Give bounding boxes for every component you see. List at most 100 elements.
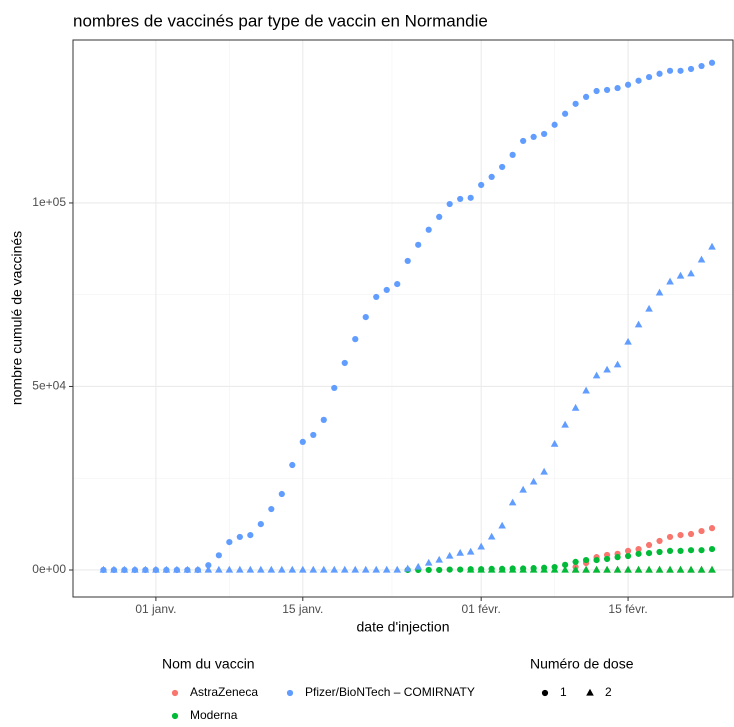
legend-key	[286, 689, 294, 697]
point	[624, 552, 632, 560]
point	[572, 100, 579, 107]
point	[698, 527, 705, 535]
point	[373, 293, 380, 301]
point	[676, 565, 685, 573]
point	[603, 365, 611, 373]
point	[299, 438, 306, 445]
point	[298, 565, 307, 573]
point	[593, 556, 600, 564]
point	[456, 548, 464, 556]
point	[571, 565, 580, 573]
legend-key	[171, 689, 179, 697]
point	[698, 62, 705, 70]
point	[404, 257, 411, 265]
point	[656, 70, 663, 77]
legend-label: 2	[605, 685, 612, 699]
point	[457, 195, 464, 203]
point	[424, 558, 433, 566]
point	[645, 541, 653, 549]
point	[634, 320, 643, 328]
point	[561, 565, 569, 573]
point	[278, 565, 286, 573]
point	[488, 173, 495, 181]
point	[457, 566, 464, 573]
legend-key	[541, 689, 549, 697]
point	[141, 565, 150, 573]
point	[708, 59, 716, 66]
color-legend-title: Nom du vaccin	[162, 656, 255, 672]
x-tick-label: 01 janv.	[135, 602, 176, 616]
x-tick-label: 15 févr.	[608, 602, 647, 616]
point	[508, 498, 517, 506]
point	[592, 565, 601, 573]
point	[624, 547, 632, 555]
point	[603, 565, 611, 573]
point	[394, 280, 401, 288]
point	[246, 565, 255, 573]
point	[435, 555, 444, 563]
point	[634, 565, 643, 573]
point	[645, 565, 653, 573]
point	[257, 565, 265, 573]
shape-legend-title: Numéro de dose	[530, 656, 634, 672]
point	[289, 461, 296, 469]
point	[393, 565, 402, 573]
point	[676, 271, 685, 279]
point	[635, 545, 642, 553]
point	[226, 538, 233, 546]
point	[330, 565, 339, 573]
point	[352, 336, 359, 343]
point	[487, 565, 496, 573]
point	[403, 564, 412, 572]
point	[278, 490, 285, 498]
point	[624, 81, 632, 88]
point	[415, 241, 422, 248]
point	[656, 548, 663, 556]
point	[340, 565, 349, 573]
point	[592, 371, 601, 379]
point	[541, 130, 548, 138]
point	[697, 255, 706, 263]
point	[614, 554, 621, 561]
legend-label: AstraZeneca	[190, 685, 258, 699]
point	[478, 181, 485, 189]
point	[656, 537, 663, 545]
point	[666, 547, 674, 555]
point	[583, 556, 590, 564]
y-tick-label: 1e+05	[32, 195, 66, 209]
chart-title: nombres de vaccinés par type de vaccin e…	[73, 11, 488, 30]
point	[687, 547, 695, 554]
point	[677, 67, 684, 74]
point	[571, 403, 580, 411]
point	[550, 439, 559, 447]
point	[677, 547, 684, 555]
point	[436, 213, 443, 221]
point	[635, 550, 642, 557]
point	[687, 269, 695, 277]
point	[666, 67, 674, 74]
point	[519, 565, 527, 573]
point	[236, 533, 243, 541]
point	[562, 561, 569, 568]
point	[687, 565, 695, 573]
point	[445, 551, 454, 559]
point	[551, 121, 558, 128]
point	[645, 73, 653, 81]
point	[331, 384, 338, 392]
point	[520, 137, 527, 145]
point	[320, 416, 327, 423]
y-axis-title: nombre cumulé de vaccinés	[9, 231, 25, 405]
point	[561, 420, 569, 428]
point	[603, 86, 611, 94]
point	[698, 547, 705, 554]
point	[614, 84, 621, 92]
point	[341, 359, 348, 367]
point	[687, 65, 695, 73]
point	[414, 562, 423, 570]
point	[436, 566, 443, 574]
point	[613, 565, 622, 573]
x-tick-label: 15 janv.	[282, 602, 323, 616]
x-tick-label: 01 févr.	[461, 602, 500, 616]
point	[310, 431, 317, 439]
